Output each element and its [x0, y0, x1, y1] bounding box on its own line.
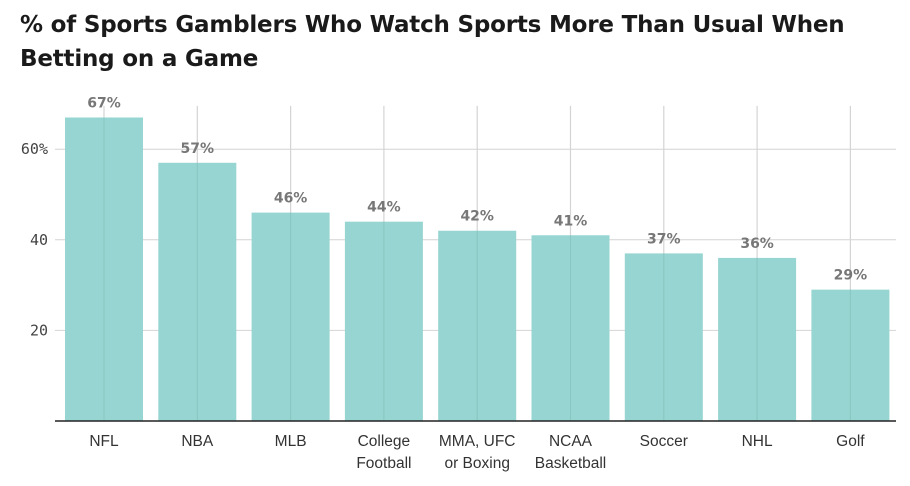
x-tick-label: Football: [356, 455, 411, 472]
x-tick-label: Golf: [836, 433, 865, 450]
y-axis-ticks: 20 40 60%: [21, 140, 48, 339]
y-tick-label: 60%: [21, 140, 48, 158]
data-label: 46%: [274, 191, 308, 207]
y-tick-label: 40: [30, 231, 48, 249]
x-tick-label: MLB: [275, 433, 307, 450]
x-tick-label: College: [358, 433, 411, 450]
data-label: 57%: [181, 141, 215, 157]
x-tick-label: NCAA: [549, 433, 593, 450]
x-tick-label: or Boxing: [444, 455, 509, 472]
data-labels: 67% 57% 46% 44% 42% 41% 37% 36% 29%: [87, 95, 867, 283]
data-label: 29%: [834, 268, 868, 284]
y-tick-label: 20: [30, 321, 48, 339]
vertical-gridlines-overlay: [103, 117, 851, 421]
x-tick-label: NBA: [181, 433, 214, 450]
x-tick-label: Basketball: [535, 455, 607, 472]
data-label: 41%: [554, 213, 588, 229]
data-label: 44%: [367, 200, 401, 216]
data-label: 42%: [460, 209, 494, 225]
data-label: 67%: [87, 95, 121, 111]
x-tick-label: Soccer: [640, 433, 688, 450]
x-tick-label: NFL: [89, 433, 119, 450]
x-tick-label: MMA, UFC: [439, 433, 516, 450]
chart-title: % of Sports Gamblers Who Watch Sports Mo…: [20, 12, 845, 72]
data-label: 37%: [647, 231, 681, 247]
x-axis-ticks: NFL NBA MLB College Football MMA, UFC or Boxin…: [89, 433, 865, 472]
x-tick-label: NHL: [742, 433, 773, 450]
data-label: 36%: [740, 236, 774, 252]
